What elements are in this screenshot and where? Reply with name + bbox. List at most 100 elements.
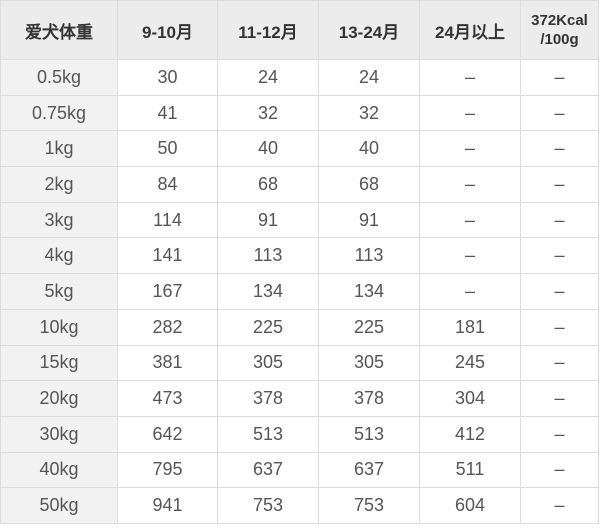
value-cell: 24 bbox=[318, 59, 420, 96]
value-cell: – bbox=[520, 308, 599, 346]
value-cell: 91 bbox=[318, 201, 420, 239]
kcal-line1: 372Kcal bbox=[531, 12, 588, 29]
weight-cell: 2kg bbox=[0, 166, 118, 203]
value-cell: – bbox=[419, 273, 521, 310]
value-cell: – bbox=[520, 415, 599, 453]
weight-cell: 3kg bbox=[0, 201, 118, 239]
value-cell: 511 bbox=[419, 451, 521, 489]
value-cell: – bbox=[520, 273, 599, 310]
weight-cell: 5kg bbox=[0, 273, 118, 310]
value-cell: – bbox=[520, 237, 599, 275]
value-cell: 513 bbox=[318, 415, 420, 453]
value-cell: – bbox=[520, 487, 599, 524]
value-cell: 113 bbox=[217, 237, 319, 275]
value-cell: – bbox=[520, 451, 599, 489]
value-cell: – bbox=[419, 201, 521, 239]
value-cell: 305 bbox=[318, 344, 420, 382]
value-cell: 378 bbox=[318, 380, 420, 417]
value-cell: 40 bbox=[217, 130, 319, 168]
value-cell: 134 bbox=[217, 273, 319, 310]
value-cell: 84 bbox=[117, 166, 218, 203]
header-kcal: 372Kcal/100g bbox=[520, 0, 599, 60]
value-cell: – bbox=[520, 166, 599, 203]
table-row: 2kg 84 68 68– – bbox=[0, 166, 599, 203]
weight-cell: 50kg bbox=[0, 487, 118, 524]
weight-cell: 0.5kg bbox=[0, 59, 118, 96]
value-cell: 225 bbox=[318, 308, 420, 346]
value-cell: 68 bbox=[217, 166, 319, 203]
table-row: 4kg 141 113 113– – bbox=[0, 237, 599, 275]
value-cell: – bbox=[520, 201, 599, 239]
value-cell: 642 bbox=[117, 415, 218, 453]
value-cell: 50 bbox=[117, 130, 218, 168]
weight-cell: 4kg bbox=[0, 237, 118, 275]
value-cell: – bbox=[419, 59, 521, 96]
value-cell: 473 bbox=[117, 380, 218, 417]
value-cell: 41 bbox=[117, 94, 218, 132]
table-row: 15kg 381 305 305 245– bbox=[0, 344, 599, 382]
table-row: 50kg 941 753 753 604– bbox=[0, 487, 599, 524]
table-row: 40kg 795 637 637 511– bbox=[0, 451, 599, 489]
value-cell: 795 bbox=[117, 451, 218, 489]
weight-cell: 1kg bbox=[0, 130, 118, 168]
weight-cell: 10kg bbox=[0, 308, 118, 346]
value-cell: 167 bbox=[117, 273, 218, 310]
value-cell: – bbox=[520, 94, 599, 132]
value-cell: 181 bbox=[419, 308, 521, 346]
value-cell: 304 bbox=[419, 380, 521, 417]
header-row: 爱犬体重 9-10月 11-12月 13-24月 24月以上 372Kcal/1… bbox=[0, 0, 599, 60]
value-cell: – bbox=[520, 380, 599, 417]
value-cell: 32 bbox=[217, 94, 319, 132]
value-cell: 245 bbox=[419, 344, 521, 382]
value-cell: 381 bbox=[117, 344, 218, 382]
value-cell: 40 bbox=[318, 130, 420, 168]
value-cell: 753 bbox=[318, 487, 420, 524]
value-cell: 305 bbox=[217, 344, 319, 382]
value-cell: 68 bbox=[318, 166, 420, 203]
value-cell: – bbox=[419, 130, 521, 168]
value-cell: 91 bbox=[217, 201, 319, 239]
value-cell: 30 bbox=[117, 59, 218, 96]
header-9-10-months: 9-10月 bbox=[117, 0, 218, 60]
value-cell: 113 bbox=[318, 237, 420, 275]
value-cell: 513 bbox=[217, 415, 319, 453]
value-cell: 32 bbox=[318, 94, 420, 132]
value-cell: 753 bbox=[217, 487, 319, 524]
value-cell: 282 bbox=[117, 308, 218, 346]
weight-cell: 0.75kg bbox=[0, 94, 118, 132]
kcal-line2: /100g bbox=[540, 31, 579, 48]
weight-cell: 40kg bbox=[0, 451, 118, 489]
table-row: 20kg 473 378 378 304– bbox=[0, 380, 599, 417]
value-cell: 604 bbox=[419, 487, 521, 524]
table-row: 30kg 642 513 513 412– bbox=[0, 415, 599, 453]
header-11-12-months: 11-12月 bbox=[217, 0, 319, 60]
value-cell: 141 bbox=[117, 237, 218, 275]
table-row: 0.5kg 30 24 24– – bbox=[0, 59, 599, 96]
value-cell: – bbox=[520, 130, 599, 168]
header-over-24-months: 24月以上 bbox=[419, 0, 521, 60]
table-row: 0.75kg 41 32 32– – bbox=[0, 94, 599, 132]
value-cell: 412 bbox=[419, 415, 521, 453]
value-cell: 941 bbox=[117, 487, 218, 524]
value-cell: – bbox=[520, 344, 599, 382]
value-cell: – bbox=[419, 166, 521, 203]
value-cell: 637 bbox=[318, 451, 420, 489]
value-cell: 114 bbox=[117, 201, 218, 239]
value-cell: – bbox=[419, 237, 521, 275]
table-row: 10kg 282 225 225 181– bbox=[0, 308, 599, 346]
table-row: 5kg 167 134 134– – bbox=[0, 273, 599, 310]
weight-cell: 15kg bbox=[0, 344, 118, 382]
header-13-24-months: 13-24月 bbox=[318, 0, 420, 60]
value-cell: – bbox=[520, 59, 599, 96]
table-row: 3kg 114 91 91– – bbox=[0, 201, 599, 239]
value-cell: 225 bbox=[217, 308, 319, 346]
value-cell: – bbox=[419, 94, 521, 132]
weight-cell: 20kg bbox=[0, 380, 118, 417]
value-cell: 637 bbox=[217, 451, 319, 489]
header-weight: 爱犬体重 bbox=[0, 0, 118, 60]
value-cell: 378 bbox=[217, 380, 319, 417]
table-row: 1kg 50 40 40– – bbox=[0, 130, 599, 168]
weight-cell: 30kg bbox=[0, 415, 118, 453]
value-cell: 134 bbox=[318, 273, 420, 310]
